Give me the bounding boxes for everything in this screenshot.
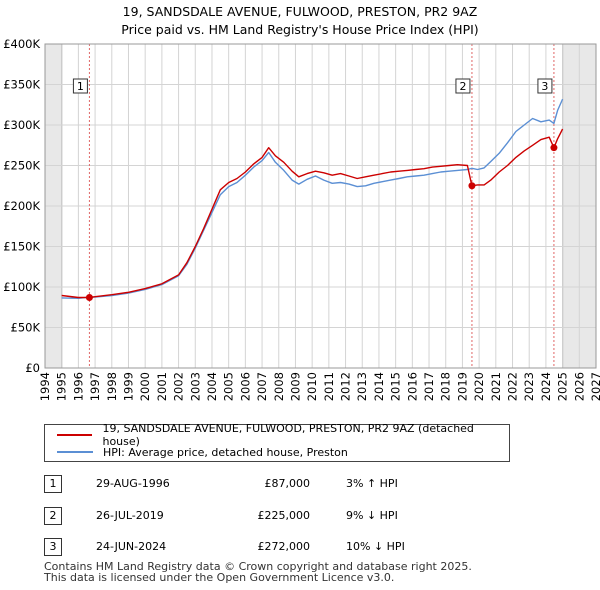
chart-title: 19, SANDSDALE AVENUE, FULWOOD, PRESTON, … bbox=[122, 4, 478, 19]
y-tick-label: £250K bbox=[3, 159, 40, 173]
x-tick-label: 1996 bbox=[71, 372, 85, 401]
transaction-date: 29-AUG-1996 bbox=[96, 477, 170, 490]
sale-label-number: 1 bbox=[77, 80, 84, 93]
x-tick-label: 2005 bbox=[222, 372, 236, 401]
x-tick-label: 2011 bbox=[322, 372, 336, 401]
plot-border bbox=[44, 43, 597, 369]
y-tick-label: £400K bbox=[3, 37, 40, 51]
transaction-price: £225,000 bbox=[257, 509, 311, 522]
x-tick-label: 2010 bbox=[305, 372, 319, 401]
sale-label-box bbox=[455, 78, 471, 94]
x-tick-label: 2013 bbox=[355, 372, 369, 401]
x-tick-label: 2014 bbox=[372, 372, 386, 401]
y-tick-label: £100K bbox=[3, 280, 40, 294]
sale-label-number: 3 bbox=[541, 80, 548, 93]
transaction-number: 1 bbox=[44, 475, 62, 493]
y-tick-label: £300K bbox=[3, 118, 40, 132]
x-tick-label: 2021 bbox=[489, 372, 503, 401]
x-tick-label: 2020 bbox=[472, 372, 486, 401]
sale-label-number: 2 bbox=[459, 80, 466, 93]
transaction-row: 2 26-JUL-2019 £225,000 9% ↓ HPI bbox=[44, 507, 564, 525]
y-tick-label: £50K bbox=[11, 321, 41, 335]
x-tick-label: 2016 bbox=[405, 372, 419, 401]
x-tick-label: 1994 bbox=[38, 372, 52, 401]
transaction-number: 2 bbox=[44, 507, 62, 525]
chart-subtitle: Price paid vs. HM Land Registry's House … bbox=[121, 22, 479, 37]
sale-label-box bbox=[72, 78, 88, 94]
footer: Contains HM Land Registry data © Crown c… bbox=[44, 561, 472, 583]
sale-label-box bbox=[537, 78, 553, 94]
x-tick-label: 2002 bbox=[172, 372, 186, 401]
transaction-number: 3 bbox=[44, 538, 62, 556]
transaction-hpi: 9% ↓ HPI bbox=[346, 509, 398, 522]
sale-point bbox=[468, 182, 476, 190]
series-line-property bbox=[61, 128, 564, 299]
footer-copyright: Contains HM Land Registry data © Crown c… bbox=[44, 560, 472, 573]
transaction-hpi: 3% ↑ HPI bbox=[346, 477, 398, 490]
x-tick-label: 2022 bbox=[506, 372, 520, 401]
x-tick-label: 2009 bbox=[288, 372, 302, 401]
legend-line-property bbox=[57, 434, 93, 436]
x-tick-label: 2001 bbox=[155, 372, 169, 401]
transaction-price: £272,000 bbox=[257, 540, 311, 553]
x-tick-label: 2012 bbox=[339, 372, 353, 401]
sale-point bbox=[550, 144, 558, 152]
legend-label-property: 19, SANDSDALE AVENUE, FULWOOD, PRESTON, … bbox=[102, 422, 474, 448]
x-tick-label: 2017 bbox=[422, 372, 436, 401]
x-tick-label: 2003 bbox=[188, 372, 202, 401]
transaction-date: 26-JUL-2019 bbox=[96, 509, 164, 522]
x-tick-label: 2000 bbox=[138, 372, 152, 401]
transaction-price: £87,000 bbox=[264, 477, 311, 490]
legend-item-property: 19, SANDSDALE AVENUE, FULWOOD, PRESTON, … bbox=[45, 422, 509, 448]
legend: 19, SANDSDALE AVENUE, FULWOOD, PRESTON, … bbox=[44, 422, 510, 462]
footer-license: This data is licensed under the Open Gov… bbox=[44, 571, 395, 584]
x-tick-label: 1995 bbox=[55, 372, 69, 401]
x-tick-label: 2004 bbox=[205, 372, 219, 401]
legend-item-hpi: HPI: Average price, detached house, Pres… bbox=[45, 444, 348, 460]
x-tick-label: 2008 bbox=[272, 372, 286, 401]
y-tick-label: £0 bbox=[25, 361, 40, 375]
legend-label-hpi: HPI: Average price, detached house, Pres… bbox=[103, 445, 348, 459]
x-tick-label: 2027 bbox=[589, 372, 600, 401]
x-tick-label: 1997 bbox=[88, 372, 102, 401]
y-tick-label: £350K bbox=[3, 78, 40, 92]
x-tick-label: 1998 bbox=[105, 372, 119, 401]
x-tick-label: 1999 bbox=[121, 372, 135, 401]
x-tick-label: 2018 bbox=[439, 372, 453, 401]
x-tick-label: 2006 bbox=[238, 372, 252, 401]
series-line-hpi bbox=[61, 98, 564, 299]
transaction-row: 1 29-AUG-1996 £87,000 3% ↑ HPI bbox=[44, 475, 564, 493]
transaction-hpi: 10% ↓ HPI bbox=[346, 540, 405, 553]
x-tick-label: 2024 bbox=[539, 372, 553, 401]
transaction-date: 24-JUN-2024 bbox=[96, 540, 167, 553]
transaction-row: 3 24-JUN-2024 £272,000 10% ↓ HPI bbox=[44, 538, 564, 556]
x-tick-label: 2026 bbox=[572, 372, 586, 401]
y-tick-label: £200K bbox=[3, 199, 40, 213]
x-tick-label: 2025 bbox=[556, 372, 570, 401]
x-tick-label: 2007 bbox=[255, 372, 269, 401]
x-tick-label: 2015 bbox=[389, 372, 403, 401]
legend-line-hpi bbox=[57, 451, 93, 453]
y-tick-label: £150K bbox=[3, 240, 40, 254]
x-tick-label: 2019 bbox=[455, 372, 469, 401]
price-chart: £0 £50K £100K £150K £200K £250K £300K £350K £400… bbox=[3, 37, 600, 401]
sale-point bbox=[85, 294, 93, 302]
x-tick-label: 2023 bbox=[522, 372, 536, 401]
